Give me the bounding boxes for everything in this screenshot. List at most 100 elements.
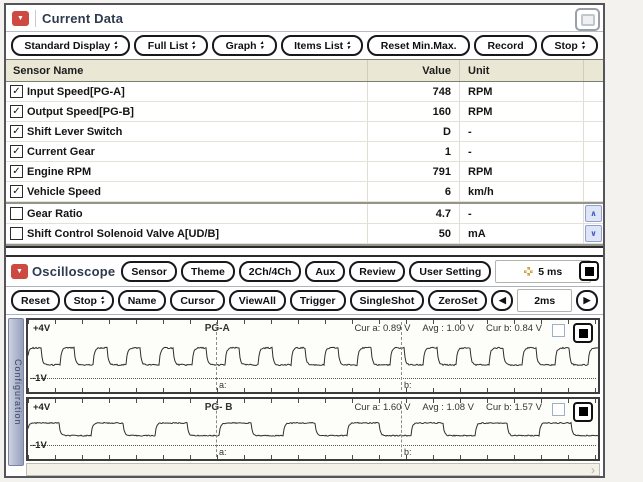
button-label: Stop — [73, 294, 97, 307]
button-label: Reset Min.Max. — [380, 39, 457, 52]
tick-marks — [28, 320, 598, 324]
scope-stop-button[interactable]: Stop ▴ ▾ — [63, 290, 114, 311]
oscilloscope-toolbar: Reset Stop ▴ ▾ Name Cursor ViewAll Trigger… — [6, 287, 603, 315]
scope-stop-square-button[interactable] — [579, 261, 599, 281]
sensor-checkbox[interactable] — [10, 125, 23, 138]
stop-button[interactable]: Stop ▴ ▾ — [541, 35, 598, 56]
sensor-value: 4.7 — [367, 204, 459, 223]
sensor-checkbox[interactable] — [10, 207, 23, 220]
trigger-button[interactable]: Trigger — [289, 290, 346, 311]
sensor-checkbox[interactable] — [10, 105, 23, 118]
sensor-value: 160 — [367, 102, 459, 121]
user-setting-button[interactable]: User Setting — [409, 261, 492, 282]
cursor-a-line[interactable] — [216, 322, 217, 390]
channel-readings: Cur a: 0.89 V Avg : 1.00 V Cur b: 0.84 V — [354, 323, 542, 334]
y-ref-label: -1V — [32, 439, 47, 451]
button-label: Standard Display — [24, 39, 111, 52]
channel-checkbox[interactable] — [552, 324, 565, 337]
row-scroll-slot — [583, 122, 603, 141]
sensor-checkbox[interactable] — [10, 185, 23, 198]
timebase-decrease-button[interactable]: ◀ — [491, 290, 514, 311]
sensor-button[interactable]: Sensor — [121, 261, 177, 282]
cursor-a-reading: Cur a: 1.60 V — [354, 401, 411, 413]
sensor-name: Current Gear — [27, 145, 95, 158]
button-label: 2Ch/4Ch — [248, 265, 292, 278]
sensor-checkbox[interactable] — [10, 227, 23, 240]
aux-button[interactable]: Aux — [305, 261, 346, 282]
sensor-row[interactable]: Output Speed[PG-B] 160 RPM — [6, 102, 603, 122]
waveform-pg-b — [28, 421, 598, 437]
restore-icon — [580, 13, 595, 26]
button-label: Graph — [225, 39, 257, 52]
scroll-down-button[interactable]: ∨ — [585, 225, 602, 242]
y-max-label: +4V — [33, 323, 51, 334]
sample-time-icon — [524, 267, 534, 276]
button-label: Record — [487, 39, 524, 52]
configuration-tab[interactable]: Configuration — [8, 318, 24, 466]
theme-button[interactable]: Theme — [180, 261, 235, 282]
name-button[interactable]: Name — [117, 290, 167, 311]
sample-time-field[interactable]: 5 ms — [495, 260, 592, 283]
timebase-increase-button[interactable]: ▶ — [576, 290, 598, 311]
channel-checkbox[interactable] — [552, 402, 565, 416]
cursor-b-line[interactable] — [401, 400, 402, 457]
oscilloscope-channel-pg-b: +4V PG- B Cur a: 1.60 V Avg : 1.08 V Cur… — [26, 396, 600, 461]
sensor-row[interactable]: Shift Control Solenoid Valve A[UD/B] 50 … — [6, 224, 603, 244]
viewall-button[interactable]: ViewAll — [228, 290, 286, 311]
standard-display-button[interactable]: Standard Display ▴ ▾ — [11, 35, 131, 56]
horizontal-scrollbar[interactable]: › — [26, 463, 600, 476]
avg-reading: Avg : 1.08 V — [422, 401, 475, 413]
cursor-button[interactable]: Cursor — [170, 290, 225, 311]
sensor-checkbox[interactable] — [10, 145, 23, 158]
sensor-name: Shift Control Solenoid Valve A[UD/B] — [27, 227, 220, 240]
2ch4ch-button[interactable]: 2Ch/4Ch — [238, 261, 302, 282]
left-arrow-icon: ◀ — [498, 295, 506, 305]
channel-name: PG- B — [204, 401, 233, 413]
current-data-titlebar: ▼ Current Data — [6, 5, 603, 32]
zeroset-button[interactable]: ZeroSet — [428, 290, 488, 311]
singleshot-button[interactable]: SingleShot — [349, 290, 425, 311]
spinner-icon: ▴ ▾ — [260, 40, 264, 51]
y-ref-label: -1V — [32, 373, 47, 384]
oscilloscope-titlebar: ▼ Oscilloscope Sensor Theme 2Ch/4Ch Aux … — [6, 257, 603, 287]
sensor-rows-main: Input Speed[PG-A] 748 RPM Output Speed[P… — [6, 82, 603, 202]
cursor-b-reading: Cur b: 0.84 V — [486, 323, 542, 334]
reset-button[interactable]: Reset — [11, 290, 60, 311]
scroll-up-button[interactable]: ∧ — [585, 205, 602, 222]
button-label: SingleShot — [359, 294, 415, 307]
sensor-checkbox[interactable] — [10, 85, 23, 98]
sensor-row[interactable]: Current Gear 1 - — [6, 142, 603, 162]
button-label: Reset — [21, 294, 50, 307]
row-scroll-slot — [583, 102, 603, 121]
sample-time-value: 5 ms — [538, 265, 563, 278]
sensor-checkbox[interactable] — [10, 165, 23, 178]
channel-stop-square-button[interactable] — [573, 401, 593, 422]
sensor-value: 748 — [367, 82, 459, 101]
cursor-a-line[interactable] — [216, 400, 217, 457]
channel-readings: Cur a: 1.60 V Avg : 1.08 V Cur b: 1.57 V — [354, 402, 542, 413]
record-button[interactable]: Record — [474, 35, 538, 56]
stop-square-icon — [584, 266, 594, 276]
sensor-row[interactable]: Gear Ratio 4.7 - ∧ — [6, 204, 603, 224]
cursor-b-line[interactable] — [401, 322, 402, 390]
sensor-row[interactable]: Vehicle Speed 6 km/h — [6, 182, 603, 202]
timebase-field[interactable]: 2ms — [517, 289, 572, 312]
sensor-row[interactable]: Engine RPM 791 RPM — [6, 162, 603, 182]
row-scroll-slot — [583, 142, 603, 161]
button-label: ViewAll — [238, 294, 276, 307]
channel-stop-square-button[interactable] — [573, 323, 593, 343]
sensor-unit: mA — [459, 224, 583, 243]
items-list-button[interactable]: Items List ▴ ▾ — [280, 35, 364, 56]
sensor-row[interactable]: Input Speed[PG-A] 748 RPM — [6, 82, 603, 102]
divider — [35, 9, 36, 27]
sensor-row[interactable]: Shift Lever Switch D - — [6, 122, 603, 142]
panel-menu-icon[interactable]: ▼ — [11, 264, 28, 279]
header-value: Value — [367, 60, 459, 81]
full-list-button[interactable]: Full List ▴ ▾ — [134, 35, 209, 56]
graph-button[interactable]: Graph ▴ ▾ — [212, 35, 277, 56]
window-restore-button[interactable] — [575, 8, 600, 31]
reset-minmax-button[interactable]: Reset Min.Max. — [367, 35, 471, 56]
spinner-icon: ▴ ▾ — [100, 295, 104, 306]
review-button[interactable]: Review — [349, 261, 406, 282]
panel-menu-icon[interactable]: ▼ — [12, 10, 29, 26]
